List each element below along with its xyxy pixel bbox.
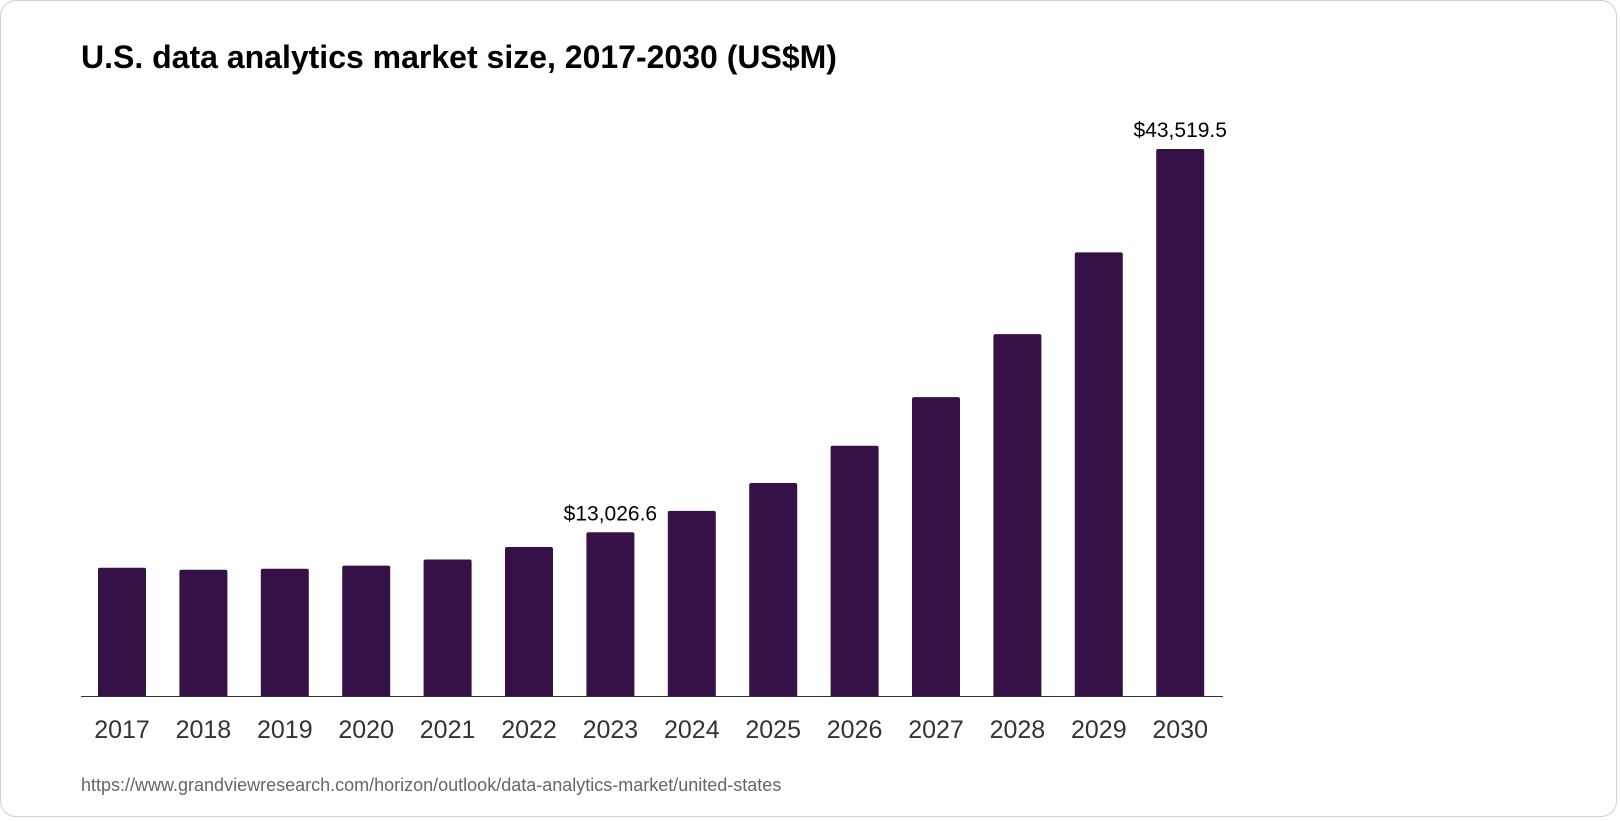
- x-tick-label-2018: 2018: [176, 716, 232, 744]
- bar-2021: [423, 559, 472, 696]
- x-tick-label-2021: 2021: [420, 716, 476, 744]
- bar-2022: [505, 547, 553, 696]
- x-tick-label-2027: 2027: [908, 716, 964, 744]
- x-tick-label-2022: 2022: [501, 716, 557, 744]
- bar-2018: [179, 569, 228, 696]
- source-url[interactable]: https://www.grandviewresearch.com/horizo…: [81, 775, 782, 795]
- bar-2025: [749, 482, 798, 696]
- data-label-2023: $13,026.6: [564, 502, 657, 525]
- x-tick-label-2017: 2017: [94, 716, 150, 744]
- bar-2028: [993, 334, 1042, 696]
- x-tick-label-2025: 2025: [745, 716, 801, 744]
- bar-2019: [260, 568, 309, 696]
- bar-2023: [586, 532, 635, 696]
- x-tick-label-2028: 2028: [990, 716, 1046, 744]
- x-tick-label-2026: 2026: [827, 716, 883, 744]
- data-label-2030: $43,519.5: [1133, 119, 1226, 142]
- x-tick-label-2024: 2024: [664, 716, 720, 744]
- bar-2027: [912, 397, 960, 696]
- chart-title: U.S. data analytics market size, 2017-20…: [81, 39, 837, 75]
- bar-2029: [1074, 252, 1123, 696]
- bar-2020: [342, 565, 391, 696]
- x-tick-label-2023: 2023: [583, 716, 639, 744]
- x-tick-label-2030: 2030: [1152, 716, 1208, 744]
- x-tick-label-2019: 2019: [257, 716, 313, 744]
- x-tick-label-2029: 2029: [1071, 716, 1127, 744]
- bar-2026: [830, 445, 879, 696]
- bar-2030: [1156, 149, 1205, 696]
- bar-2024: [667, 510, 716, 696]
- x-tick-label-2020: 2020: [338, 716, 394, 744]
- bar-2017: [98, 567, 146, 696]
